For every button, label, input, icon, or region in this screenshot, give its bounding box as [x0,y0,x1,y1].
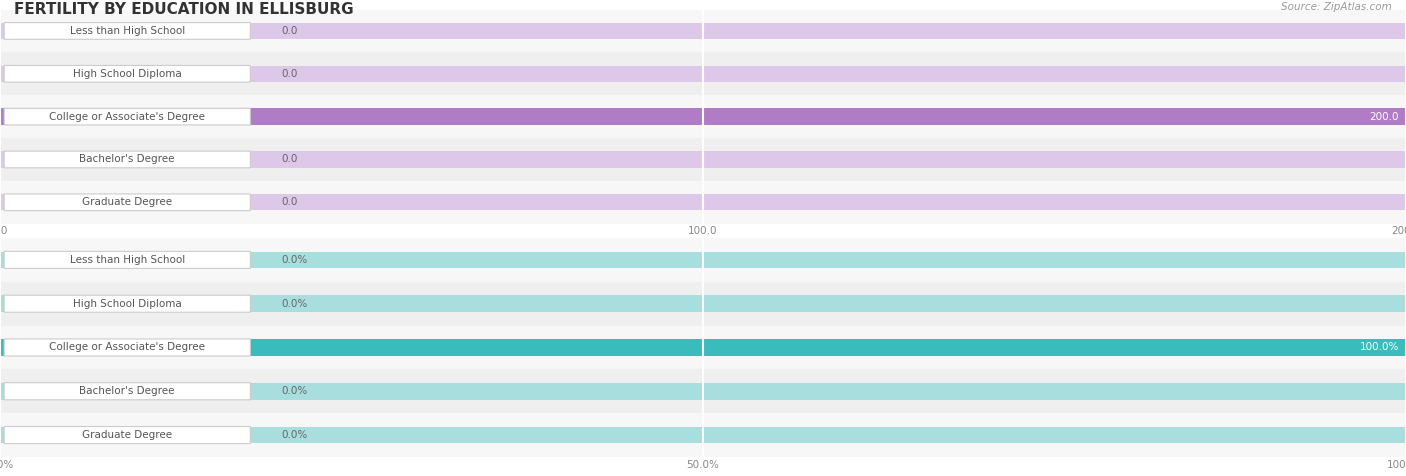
Bar [0,383,1406,399]
Bar [0,339,1406,356]
Bar [0,413,1406,457]
FancyBboxPatch shape [4,383,250,400]
Bar [0,66,1406,82]
Bar [0,369,1406,413]
Bar [0,151,1406,168]
Text: High School Diploma: High School Diploma [73,69,181,79]
Text: 0.0%: 0.0% [281,298,308,309]
Text: 0.0: 0.0 [281,26,298,36]
Text: High School Diploma: High School Diploma [73,298,181,309]
Text: 0.0: 0.0 [281,69,298,79]
Text: College or Associate's Degree: College or Associate's Degree [49,111,205,122]
Text: FERTILITY BY EDUCATION IN ELLISBURG: FERTILITY BY EDUCATION IN ELLISBURG [14,2,354,18]
Bar [0,23,1406,39]
Bar [0,252,1406,268]
Text: Less than High School: Less than High School [70,255,184,265]
Text: 0.0%: 0.0% [281,430,308,440]
Text: Bachelor's Degree: Bachelor's Degree [80,154,174,165]
FancyBboxPatch shape [4,426,250,444]
Bar [0,52,1406,95]
FancyBboxPatch shape [4,151,250,168]
Text: Less than High School: Less than High School [70,26,184,36]
Text: 0.0: 0.0 [281,154,298,165]
Text: 100.0%: 100.0% [1360,342,1399,353]
Text: 0.0%: 0.0% [281,386,308,397]
Text: Bachelor's Degree: Bachelor's Degree [80,386,174,397]
FancyBboxPatch shape [4,194,250,211]
Bar [0,95,1406,138]
FancyBboxPatch shape [4,108,250,125]
Bar [0,194,1406,210]
FancyBboxPatch shape [4,22,250,40]
Text: 0.0: 0.0 [281,197,298,208]
Text: 0.0%: 0.0% [281,255,308,265]
Text: Graduate Degree: Graduate Degree [82,430,173,440]
Bar [0,138,1406,181]
Bar [0,326,1406,369]
Bar [0,181,1406,224]
Bar [0,109,1406,125]
Bar [0,109,1406,125]
Bar [0,296,1406,312]
Text: 200.0: 200.0 [1369,111,1399,122]
Text: Source: ZipAtlas.com: Source: ZipAtlas.com [1281,2,1392,12]
FancyBboxPatch shape [4,251,250,268]
FancyBboxPatch shape [4,65,250,82]
Bar [0,282,1406,326]
Bar [0,10,1406,52]
FancyBboxPatch shape [4,339,250,356]
FancyBboxPatch shape [4,295,250,312]
Text: College or Associate's Degree: College or Associate's Degree [49,342,205,353]
Bar [0,238,1406,282]
Bar [0,339,1406,356]
Text: Graduate Degree: Graduate Degree [82,197,173,208]
Bar [0,427,1406,443]
